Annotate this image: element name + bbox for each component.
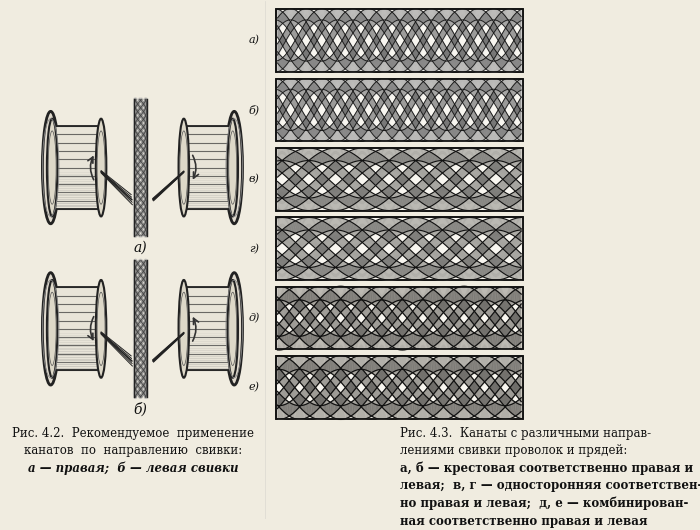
Ellipse shape [226, 272, 242, 385]
Text: а): а) [248, 36, 260, 46]
Bar [184, 126, 232, 209]
Bar [52, 287, 101, 370]
Text: е): е) [248, 382, 260, 393]
Ellipse shape [96, 119, 106, 216]
Ellipse shape [47, 280, 57, 378]
Ellipse shape [96, 280, 106, 378]
Ellipse shape [178, 280, 189, 378]
Text: ная соответственно правая и левая: ная соответственно правая и левая [400, 515, 648, 527]
Bar [276, 78, 523, 141]
Bar [134, 260, 147, 398]
Text: лениями свивки проволок и прядей:: лениями свивки проволок и прядей: [400, 444, 627, 457]
Text: б): б) [248, 104, 260, 115]
Text: но правая и левая;  д, е — комбинирован-: но правая и левая; д, е — комбинирован- [400, 497, 689, 510]
Text: г): г) [249, 244, 260, 254]
Text: Рис. 4.2.  Рекомендуемое  применение: Рис. 4.2. Рекомендуемое применение [12, 427, 254, 439]
Bar [52, 126, 101, 209]
Ellipse shape [226, 111, 242, 224]
Bar [276, 356, 523, 419]
Bar [52, 287, 101, 370]
Bar [184, 287, 232, 370]
Text: д): д) [248, 313, 260, 323]
Ellipse shape [178, 119, 189, 216]
Text: а): а) [134, 241, 148, 255]
Bar [276, 78, 523, 141]
Bar [52, 126, 101, 209]
Bar [276, 356, 523, 419]
Bar [276, 148, 523, 210]
Bar [276, 217, 523, 280]
Text: а, б — крестовая соответственно правая и: а, б — крестовая соответственно правая и [400, 462, 693, 475]
Bar [276, 9, 523, 72]
Text: канатов  по  направлению  свивки:: канатов по направлению свивки: [24, 444, 242, 457]
Bar [276, 287, 523, 349]
Text: а — правая;  б — левая свивки: а — правая; б — левая свивки [28, 462, 238, 475]
Bar [184, 126, 232, 209]
Bar [184, 287, 232, 370]
Ellipse shape [47, 119, 57, 216]
Ellipse shape [228, 119, 238, 216]
Ellipse shape [43, 272, 59, 385]
Bar [134, 99, 147, 236]
Text: Рис. 4.3.  Канаты с различными направ-: Рис. 4.3. Канаты с различными направ- [400, 427, 651, 439]
Text: левая;  в, г — односторонняя соответствен-: левая; в, г — односторонняя соответствен… [400, 479, 700, 492]
Ellipse shape [228, 280, 238, 378]
Ellipse shape [43, 111, 59, 224]
Bar [276, 9, 523, 72]
Bar [276, 148, 523, 210]
Bar [276, 217, 523, 280]
Text: б): б) [134, 402, 148, 417]
Bar [276, 287, 523, 349]
Text: в): в) [248, 174, 260, 184]
